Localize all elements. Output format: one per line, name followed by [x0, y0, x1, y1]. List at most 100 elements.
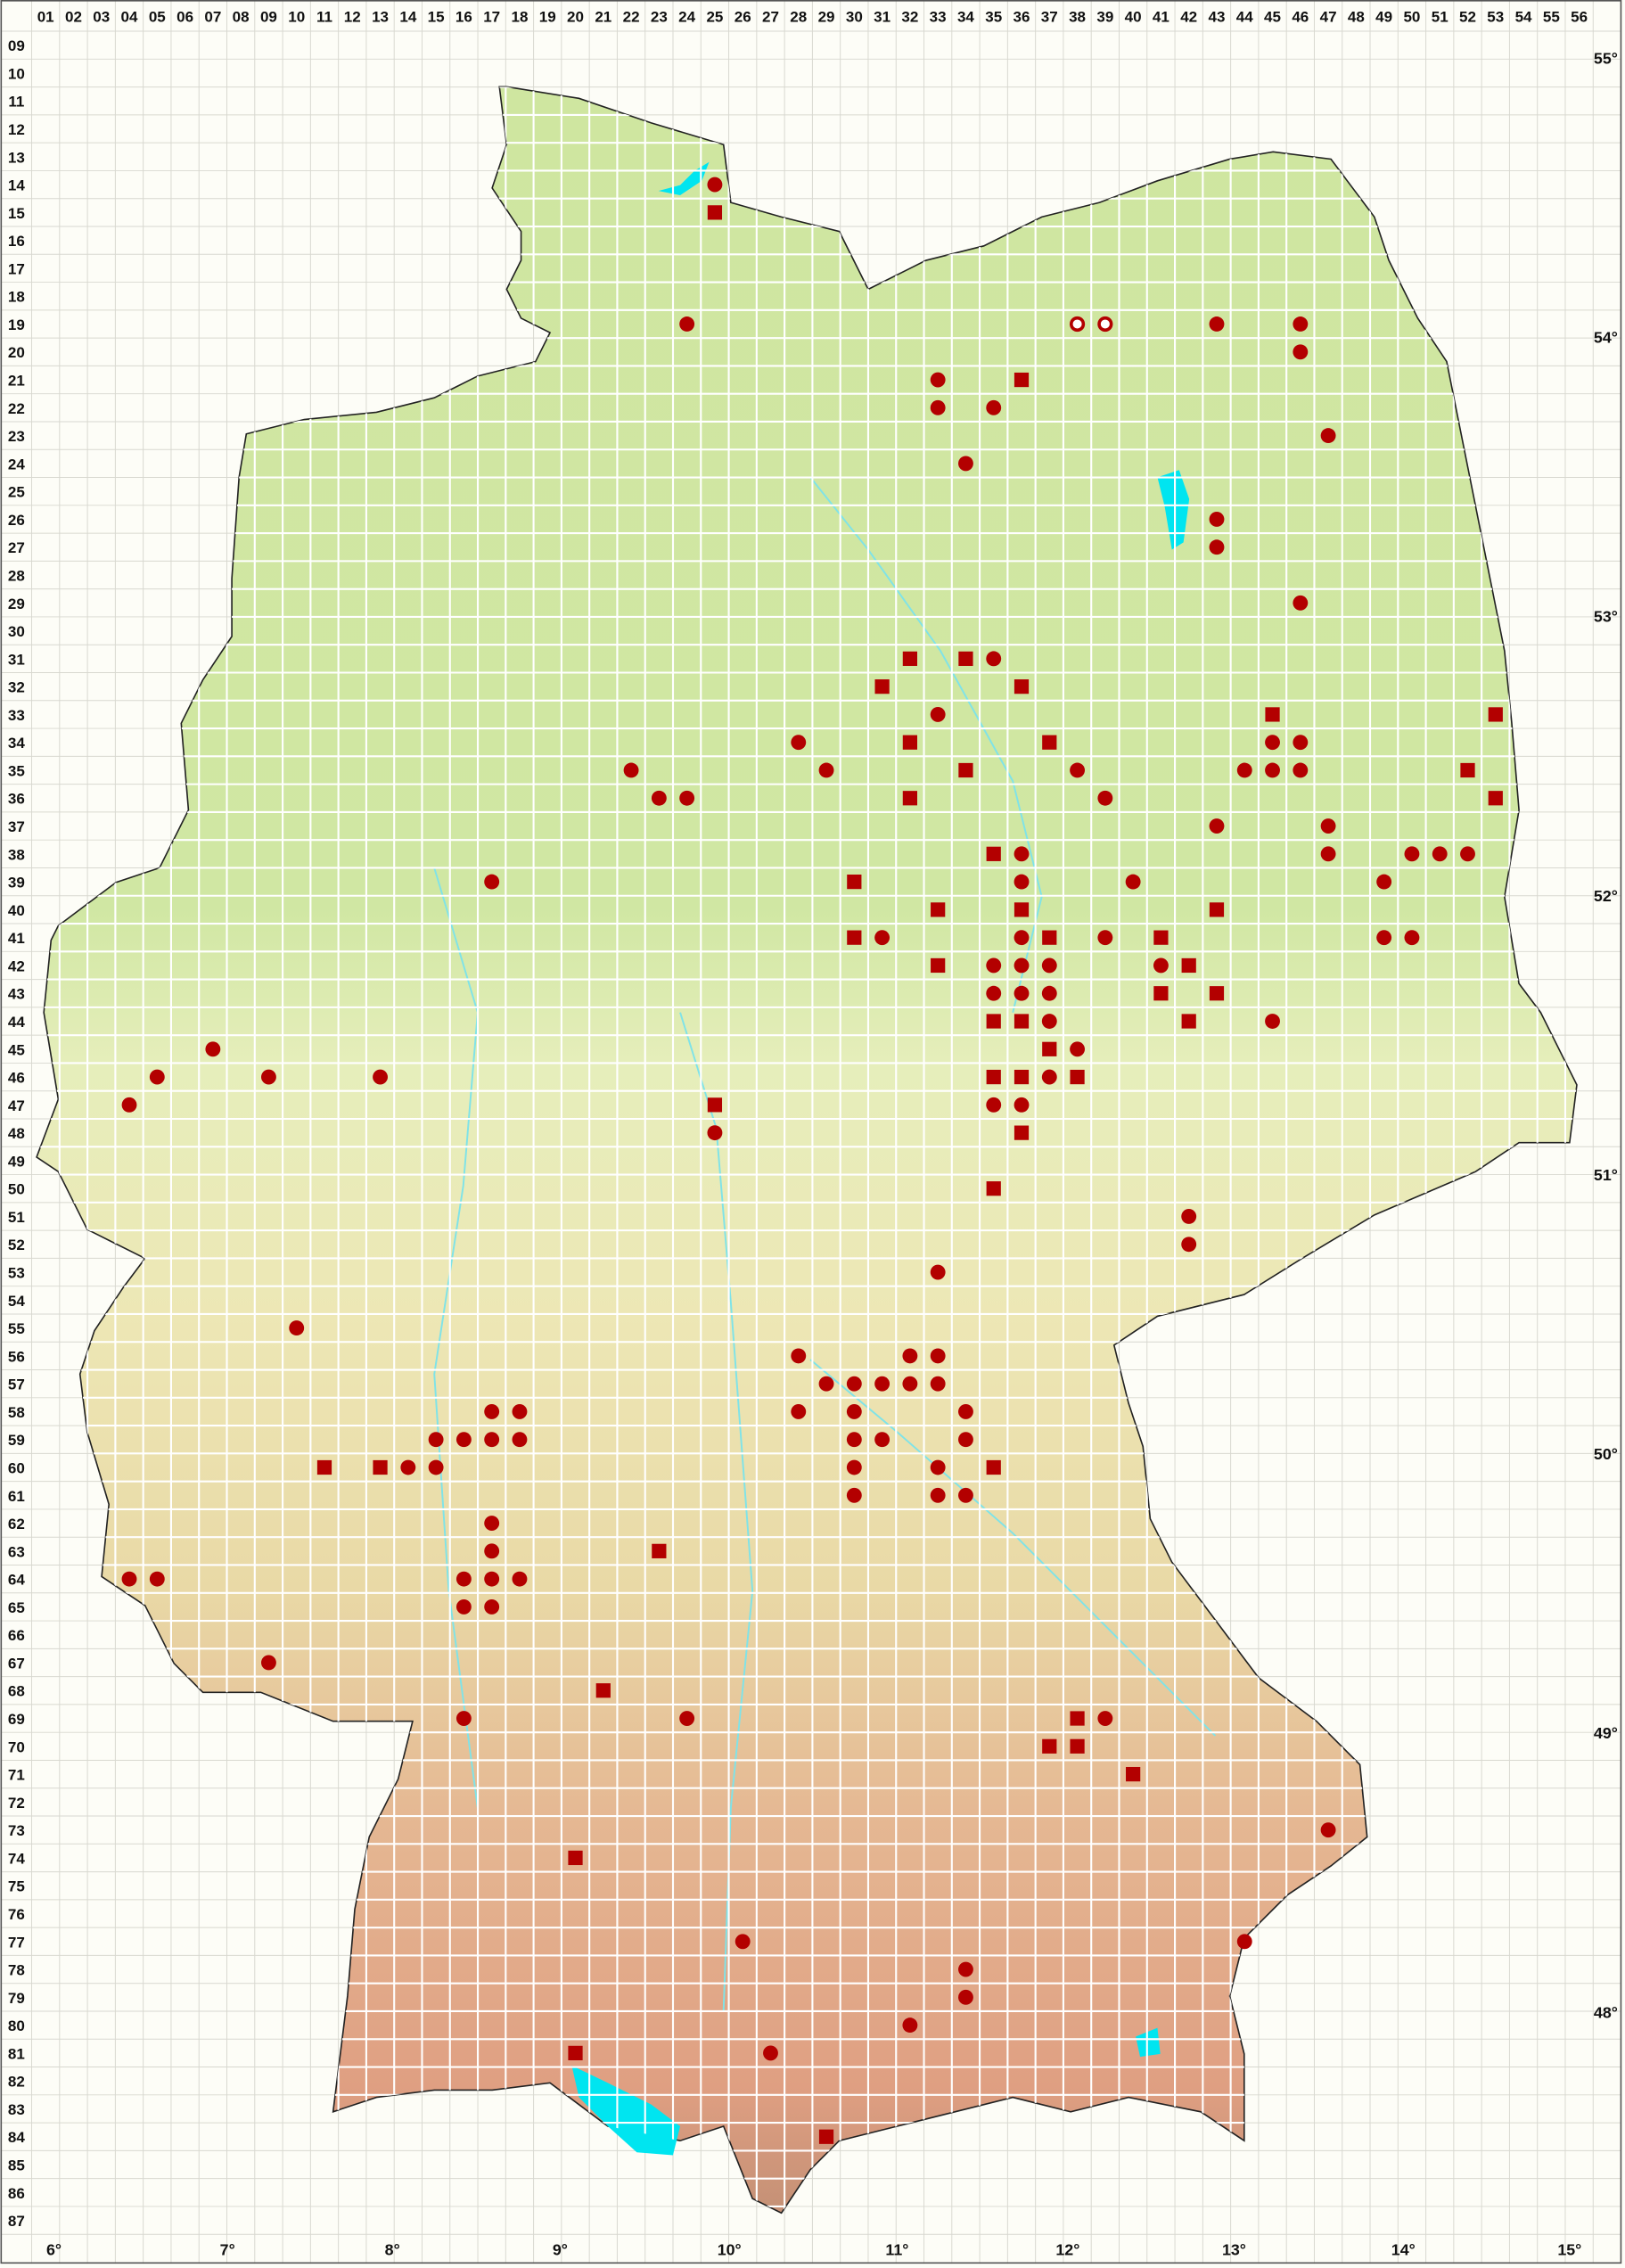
- record-square-marker: [1265, 707, 1280, 722]
- record-dot-marker: [874, 930, 890, 946]
- column-labels: 01 02 03 04 05 06 07 08 09 10 11 12 13 14 15 16 17 18 19 20…: [37, 8, 1588, 25]
- record-dot-marker: [149, 1069, 165, 1085]
- record-dot-marker: [512, 1404, 528, 1419]
- record-dot-marker: [679, 1711, 695, 1726]
- record-dot-marker: [902, 1376, 918, 1392]
- row-label: 29: [8, 596, 25, 612]
- record-dot-marker: [791, 1348, 807, 1364]
- row-label: 35: [8, 762, 25, 779]
- record-square-marker: [1042, 930, 1057, 945]
- record-square-marker: [1014, 1069, 1030, 1085]
- row-label: 73: [8, 1822, 25, 1839]
- longitude-label: 14°: [1391, 2240, 1416, 2258]
- record-dot-marker: [121, 1097, 137, 1113]
- column-label: 34: [957, 8, 974, 25]
- row-label: 30: [8, 623, 25, 640]
- column-label: 42: [1180, 8, 1197, 25]
- row-label: 24: [8, 456, 25, 472]
- row-label: 22: [8, 400, 25, 417]
- column-label: 55: [1543, 8, 1560, 25]
- record-dot-marker: [484, 1404, 500, 1419]
- column-label: 35: [985, 8, 1002, 25]
- row-label: 76: [8, 1906, 25, 1923]
- row-label: 41: [8, 930, 25, 947]
- record-square-marker: [1014, 679, 1030, 694]
- record-dot-marker: [874, 1376, 890, 1392]
- record-dot-marker: [958, 1961, 973, 1977]
- row-label: 27: [8, 539, 25, 556]
- row-label: 82: [8, 2074, 25, 2091]
- row-label: 85: [8, 2157, 25, 2174]
- record-square-marker: [1042, 735, 1057, 750]
- row-label: 50: [8, 1181, 25, 1198]
- row-label: 87: [8, 2213, 25, 2230]
- record-dot-marker: [1181, 1209, 1197, 1224]
- record-square-marker: [1153, 930, 1169, 945]
- record-dot-marker: [930, 706, 946, 722]
- latitude-label: 53°: [1594, 608, 1618, 626]
- column-label: 39: [1096, 8, 1113, 25]
- record-square-marker: [958, 651, 973, 666]
- record-open-circle-marker: [1097, 316, 1113, 333]
- row-label: 56: [8, 1348, 25, 1365]
- record-dot-marker: [1404, 930, 1420, 946]
- row-label: 12: [8, 121, 25, 138]
- lake-mueritz: [1157, 470, 1190, 550]
- record-dot-marker: [930, 399, 946, 415]
- row-label: 13: [8, 149, 25, 166]
- column-label: 23: [651, 8, 668, 25]
- record-dot-marker: [679, 316, 695, 332]
- record-dot-marker: [484, 1543, 500, 1559]
- row-label: 11: [8, 94, 24, 111]
- record-dot-marker: [1320, 1822, 1336, 1838]
- record-square-marker: [1126, 1766, 1141, 1782]
- record-dot-marker: [484, 1598, 500, 1615]
- column-label: 44: [1236, 8, 1253, 25]
- row-label: 39: [8, 875, 25, 892]
- record-dot-marker: [623, 762, 639, 778]
- record-square-marker: [818, 2129, 834, 2144]
- record-dot-marker: [1404, 846, 1420, 862]
- record-dot-marker: [1014, 1097, 1030, 1113]
- record-square-marker: [847, 930, 862, 945]
- column-label: 10: [288, 8, 305, 25]
- column-label: 40: [1125, 8, 1142, 25]
- record-dot-marker: [818, 1376, 834, 1392]
- lake-constance: [571, 2065, 681, 2156]
- record-dot-marker: [986, 957, 1002, 974]
- record-dot-marker: [930, 372, 946, 388]
- record-dot-marker: [958, 1487, 973, 1503]
- column-label: 17: [483, 8, 500, 25]
- record-dot-marker: [455, 1432, 472, 1448]
- row-label: 37: [8, 818, 25, 835]
- record-dot-marker: [846, 1432, 862, 1448]
- river-lines: [433, 476, 1217, 2011]
- row-label: 49: [8, 1153, 25, 1170]
- record-square-marker: [1209, 902, 1225, 917]
- row-label: 46: [8, 1070, 25, 1087]
- row-label: 62: [8, 1516, 25, 1533]
- record-dot-marker: [1236, 762, 1252, 778]
- column-label: 07: [204, 8, 221, 25]
- record-dot-marker: [1460, 846, 1475, 862]
- record-dot-marker: [902, 2017, 918, 2034]
- record-dot-marker: [289, 1320, 305, 1336]
- latitude-labels: 55° 54° 53° 52° 51° 50° 49° 48°: [1594, 49, 1618, 2021]
- row-label: 31: [8, 651, 25, 668]
- column-label: 56: [1571, 8, 1588, 25]
- record-dot-marker: [1209, 818, 1225, 834]
- record-dot-marker: [1432, 846, 1448, 862]
- row-label: 47: [8, 1097, 25, 1114]
- record-dot-marker: [930, 1376, 946, 1392]
- column-label: 20: [567, 8, 584, 25]
- longitude-label: 8°: [385, 2240, 400, 2258]
- record-square-marker: [1181, 1014, 1196, 1029]
- record-dot-marker: [958, 1404, 973, 1419]
- column-label: 41: [1153, 8, 1170, 25]
- record-dot-marker: [818, 762, 834, 778]
- row-label: 55: [8, 1320, 25, 1337]
- record-square-marker: [958, 762, 973, 778]
- record-square-marker: [874, 679, 890, 694]
- column-label: 16: [455, 8, 472, 25]
